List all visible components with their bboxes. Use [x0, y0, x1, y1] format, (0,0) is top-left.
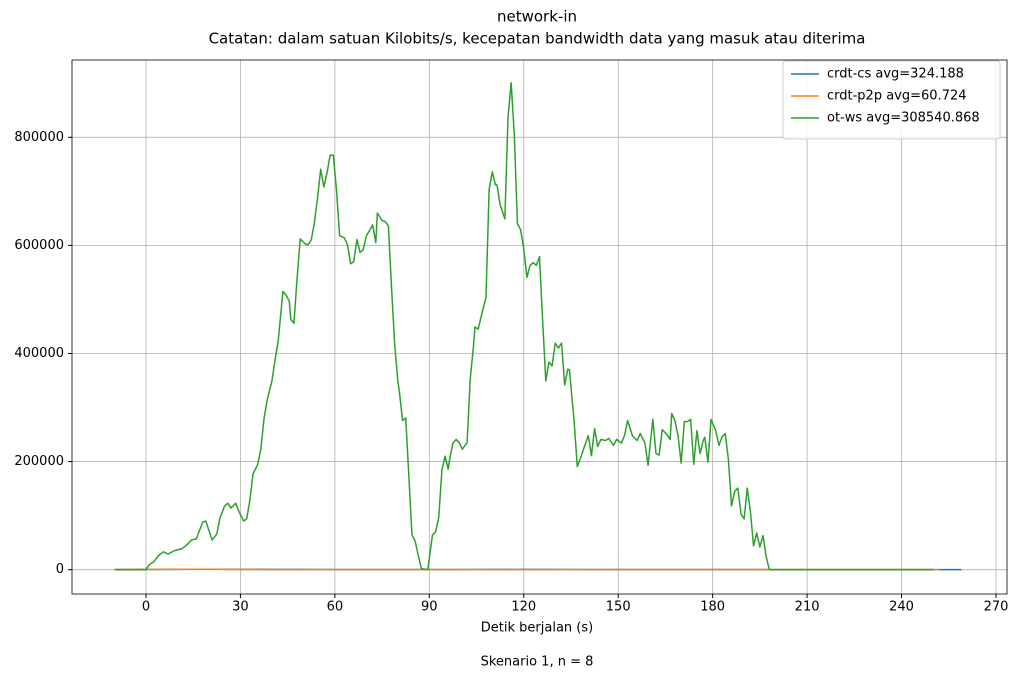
y-tick-label: 200000 — [14, 454, 64, 469]
chart-subtitle: Catatan: dalam satuan Kilobits/s, kecepa… — [209, 30, 866, 48]
plot-frame — [71, 59, 1008, 595]
chart-title: network-in — [497, 8, 577, 26]
x-tick-label: 150 — [606, 600, 631, 615]
y-tick-label: 800000 — [14, 130, 64, 145]
x-tick-label: 210 — [795, 600, 820, 615]
legend-label: ot-ws avg=308540.868 — [827, 111, 980, 126]
x-tick-label: 60 — [327, 600, 344, 615]
x-tick-label: 180 — [700, 600, 725, 615]
x-tick-label: 270 — [984, 600, 1009, 615]
legend-label: crdt-p2p avg=60.724 — [827, 89, 967, 104]
series-line — [114, 81, 934, 571]
footnote: Skenario 1, n = 8 — [481, 655, 594, 670]
x-axis-label: Detik berjalan (s) — [481, 621, 593, 636]
legend-box — [782, 60, 1001, 140]
x-tick-label: 30 — [232, 600, 249, 615]
y-tick-label: 600000 — [14, 238, 64, 253]
x-tick-label: 240 — [889, 600, 914, 615]
y-tick-label: 0 — [56, 562, 64, 577]
x-tick-label: 0 — [142, 600, 150, 615]
x-tick-label: 90 — [421, 600, 438, 615]
y-tick-label: 400000 — [14, 346, 64, 361]
legend-label: crdt-cs avg=324.188 — [827, 67, 964, 82]
x-tick-label: 120 — [511, 600, 536, 615]
